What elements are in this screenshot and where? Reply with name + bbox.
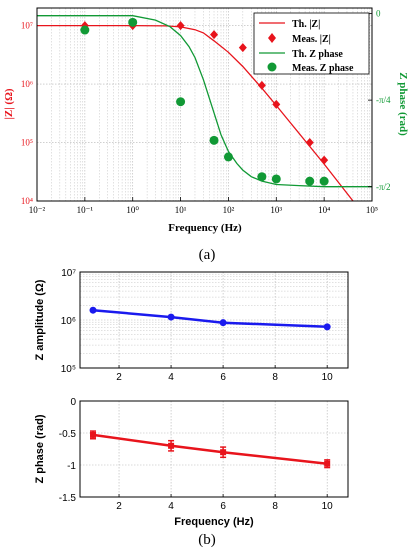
legend-meas-phase-marker xyxy=(267,62,277,72)
panel-label-a: (a) xyxy=(199,247,216,263)
meas-phase-point xyxy=(80,25,90,35)
meas-z-point xyxy=(176,21,185,31)
x-tick-label: 10¹ xyxy=(175,205,187,215)
chart-a-right-tick-labels: 0 -π/4 -π/2 xyxy=(368,9,391,192)
meas-phase-point xyxy=(223,152,233,162)
chart-a-series xyxy=(37,15,372,202)
meas-phase-point xyxy=(176,97,186,107)
chart-a-right-axis-label: Z phase (rad) xyxy=(397,72,409,136)
y-tick-label: -0.5 xyxy=(59,429,77,440)
x-tick-label: 4 xyxy=(168,372,174,383)
x-tick-label: 2 xyxy=(116,501,122,512)
amplitude-line xyxy=(92,308,328,329)
x-tick-label: 10⁴ xyxy=(318,205,330,215)
chart-a-left-axis-label: |Z| (Ω) xyxy=(3,88,15,119)
chart-b-amplitude-frame xyxy=(79,271,349,369)
legend-meas-phase-label: Meas. Z phase xyxy=(292,63,354,74)
x-tick-label: 4 xyxy=(168,501,174,512)
chart-b-amplitude-grid xyxy=(80,272,348,369)
legend-th-phase-label: Th. Z phase xyxy=(292,49,343,60)
chart-b-phase-frame xyxy=(79,400,349,498)
legend-meas-z-marker xyxy=(268,33,276,43)
y-tick-label: 0 xyxy=(70,397,76,408)
chart-b-phase-x-label: Frequency (Hz) xyxy=(174,516,254,528)
meas-z-point xyxy=(257,80,266,90)
phase-point xyxy=(220,449,227,456)
chart-b-amplitude-y-label: Z amplitude (Ω) xyxy=(34,279,46,360)
x-tick-label: 6 xyxy=(220,372,226,383)
x-tick-label: 10 xyxy=(322,501,334,512)
meas-phase-point xyxy=(128,17,138,27)
x-tick-label: 10⁵ xyxy=(366,205,378,215)
x-tick-label: 8 xyxy=(272,501,278,512)
left-tick-label: 10⁷ xyxy=(21,21,33,31)
meas-phase-point xyxy=(271,174,281,184)
amplitude-point xyxy=(89,306,97,314)
chart-b-phase-x-tick-labels: 2 4 6 8 10 xyxy=(116,494,333,512)
right-tick-label: -π/4 xyxy=(376,95,391,105)
chart-b-phase-y-tick-labels: 0 -0.5 -1 -1.5 xyxy=(59,397,77,504)
amplitude-point xyxy=(323,323,331,331)
x-tick-label: 10⁻² xyxy=(29,205,46,215)
legend-meas-z-label: Meas. |Z| xyxy=(292,34,331,45)
y-tick-label: 10⁷ xyxy=(61,268,76,279)
meas-phase-point xyxy=(305,176,315,186)
chart-b-phase-series xyxy=(90,430,331,469)
chart-b-phase-y-label: Z phase (rad) xyxy=(34,414,46,483)
chart-a-left-tick-labels: 10⁴ 10⁵ 10⁶ 10⁷ xyxy=(21,21,33,206)
y-tick-label: 10⁵ xyxy=(61,364,76,375)
x-tick-label: 10³ xyxy=(270,205,282,215)
meas-phase-point xyxy=(319,176,329,186)
chart-b-phase-grid xyxy=(80,401,348,497)
y-tick-label: -1.5 xyxy=(59,493,77,504)
phase-point xyxy=(324,460,331,467)
x-tick-label: 10 xyxy=(322,372,334,383)
chart-a-x-axis-label: Frequency (Hz) xyxy=(168,222,242,234)
y-tick-label: -1 xyxy=(67,461,76,472)
chart-b-amplitude: 2 4 6 8 10 10⁵ 10⁶ 10⁷ Z amplitude (Ω) xyxy=(34,268,349,383)
chart-b-amplitude-series xyxy=(89,306,331,331)
chart-a-legend: Th. |Z| Meas. |Z| Th. Z phase Meas. Z ph… xyxy=(253,12,370,75)
chart-a-bode-plot: 10⁻² 10⁻¹ 10⁰ 10¹ 10² 10³ 10⁴ 10⁵ 10⁴10⁵10⁶10⁷ … xyxy=(3,7,409,234)
chart-b-amplitude-x-tick-labels: 2 4 6 8 10 xyxy=(116,365,333,383)
x-tick-label: 10⁰ xyxy=(126,205,139,215)
right-tick-label: -π/2 xyxy=(376,182,391,192)
x-tick-label: 10² xyxy=(223,205,235,215)
left-tick-label: 10⁶ xyxy=(21,79,33,89)
chart-a-x-tick-labels: 10⁻² 10⁻¹ 10⁰ 10¹ 10² 10³ 10⁴ 10⁵ xyxy=(29,197,378,215)
legend-th-z-label: Th. |Z| xyxy=(292,19,320,30)
amplitude-point xyxy=(219,319,227,327)
panel-label-b: (b) xyxy=(198,532,216,548)
left-tick-label: 10⁵ xyxy=(21,138,33,148)
meas-phase-point xyxy=(209,135,219,145)
chart-b-phase: 2 4 6 8 10 0 -0.5 -1 -1.5 Frequency (Hz) Z phas… xyxy=(34,397,349,528)
x-tick-label: 2 xyxy=(116,372,122,383)
phase-point xyxy=(168,442,175,449)
series-line-th-z xyxy=(37,24,354,202)
right-tick-label: 0 xyxy=(376,9,381,19)
meas-z-point xyxy=(210,30,219,40)
series-line-th-phase xyxy=(37,15,372,188)
phase-point xyxy=(90,431,97,438)
x-tick-label: 8 xyxy=(272,372,278,383)
meas-z-point xyxy=(238,43,247,53)
meas-phase-point xyxy=(257,172,267,182)
meas-z-point xyxy=(272,99,281,109)
meas-z-point xyxy=(305,138,314,148)
amplitude-point xyxy=(167,313,175,321)
chart-b-amplitude-y-tick-labels: 10⁵ 10⁶ 10⁷ xyxy=(61,268,77,375)
x-tick-label: 6 xyxy=(220,501,226,512)
left-tick-label: 10⁴ xyxy=(21,196,33,206)
phase-line xyxy=(92,433,328,465)
chart-a-plot-frame xyxy=(36,7,373,202)
meas-z-point xyxy=(320,155,329,165)
x-tick-label: 10⁻¹ xyxy=(77,205,94,215)
y-tick-label: 10⁶ xyxy=(61,316,76,327)
